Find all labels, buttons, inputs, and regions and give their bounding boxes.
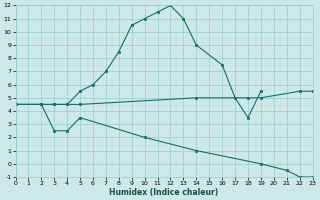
X-axis label: Humidex (Indice chaleur): Humidex (Indice chaleur) <box>109 188 219 197</box>
